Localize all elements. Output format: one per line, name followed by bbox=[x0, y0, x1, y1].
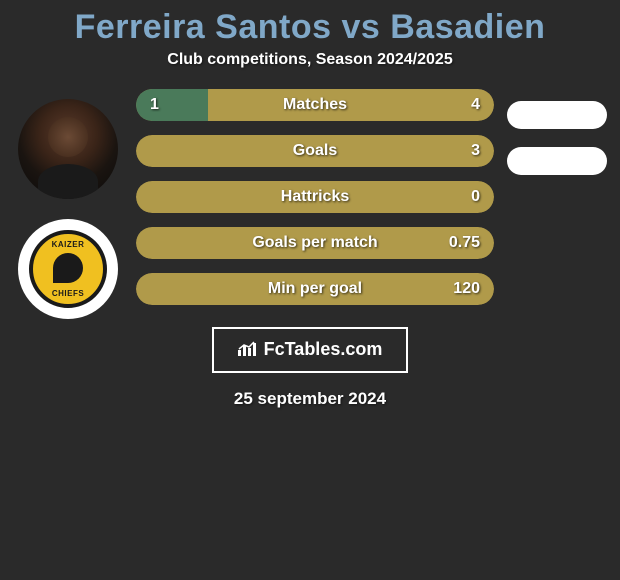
stat-row: Goals per match 0.75 bbox=[136, 227, 494, 259]
page-title: Ferreira Santos vs Basadien bbox=[0, 0, 620, 51]
stat-value-p2: 0 bbox=[471, 188, 480, 206]
left-column: KAIZER CHIEFS bbox=[8, 89, 128, 319]
stat-value-p2: 4 bbox=[471, 96, 480, 114]
bar-fill-p1 bbox=[136, 89, 208, 121]
comparison-widget: Ferreira Santos vs Basadien Club competi… bbox=[0, 0, 620, 409]
stat-value-p1: 1 bbox=[150, 96, 159, 114]
player2-pill bbox=[507, 147, 607, 175]
club-text-top: KAIZER bbox=[52, 240, 85, 249]
stat-value-p2: 3 bbox=[471, 142, 480, 160]
branding-label: FcTables.com bbox=[264, 339, 383, 359]
player1-avatar bbox=[18, 99, 118, 199]
footer: FcTables.com 25 september 2024 bbox=[0, 327, 620, 409]
stat-row: Min per goal 120 bbox=[136, 273, 494, 305]
club-text-bottom: CHIEFS bbox=[52, 289, 84, 298]
stat-row: Hattricks 0 bbox=[136, 181, 494, 213]
club-badge: KAIZER CHIEFS bbox=[18, 219, 118, 319]
stat-label: Goals per match bbox=[252, 234, 377, 252]
chart-icon bbox=[238, 340, 258, 361]
branding-box[interactable]: FcTables.com bbox=[212, 327, 409, 373]
stat-row: Goals 3 bbox=[136, 135, 494, 167]
main-row: KAIZER CHIEFS 1 Matches 4 Goals 3 Hattricks 0 G… bbox=[0, 89, 620, 319]
stat-label: Matches bbox=[283, 96, 347, 114]
stat-value-p2: 0.75 bbox=[449, 234, 480, 252]
stat-label: Goals bbox=[293, 142, 337, 160]
date-label: 25 september 2024 bbox=[0, 389, 620, 409]
player2-pill bbox=[507, 101, 607, 129]
stat-label: Hattricks bbox=[281, 188, 349, 206]
subtitle: Club competitions, Season 2024/2025 bbox=[0, 51, 620, 89]
club-badge-inner: KAIZER CHIEFS bbox=[29, 230, 107, 308]
stat-label: Min per goal bbox=[268, 280, 362, 298]
stat-value-p2: 120 bbox=[453, 280, 480, 298]
stats-bars: 1 Matches 4 Goals 3 Hattricks 0 Goals per match… bbox=[128, 89, 502, 319]
stat-row: 1 Matches 4 bbox=[136, 89, 494, 121]
right-column bbox=[502, 89, 612, 193]
